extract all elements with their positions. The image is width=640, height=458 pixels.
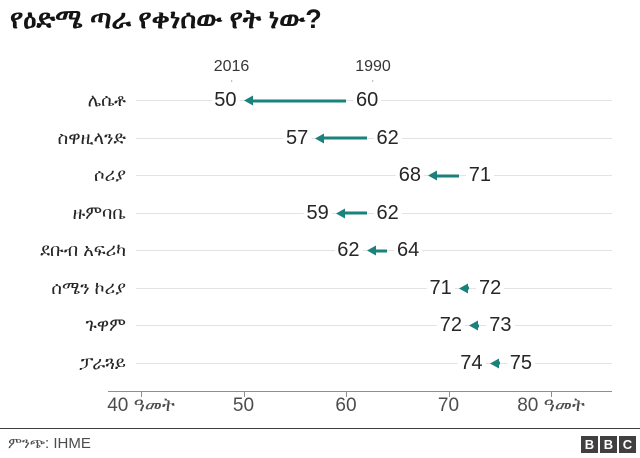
row-gridline	[136, 287, 612, 289]
value-2016: 72	[436, 307, 465, 345]
x-axis-label: 40 ዓመት	[107, 395, 175, 416]
change-arrow	[243, 95, 346, 106]
value-1990: 72	[476, 269, 505, 307]
x-axis-tick	[141, 391, 142, 397]
value-1990: 60	[353, 82, 382, 120]
arrowhead-left-icon	[315, 133, 325, 144]
chart-row-paraguay: ፓራጓይ 74 75	[0, 344, 640, 382]
source-credit: ምንጭ: IHME	[8, 435, 91, 452]
country-label: ፓራጓይ	[79, 352, 126, 373]
bbc-logo-block: C	[619, 436, 636, 453]
arrowhead-left-icon	[458, 283, 468, 294]
row-gridline	[136, 325, 612, 327]
value-2016: 68	[395, 157, 424, 195]
value-2016: 74	[457, 344, 486, 382]
value-1990: 75	[506, 344, 535, 382]
country-label: ሌሴቶ	[87, 90, 126, 110]
chart-row-north-korea: ሰሜን ኮሪያ 71 72	[0, 269, 640, 307]
column-header-1990-label: 1990	[355, 58, 391, 75]
arrowhead-left-icon	[428, 170, 437, 181]
bbc-logo: B B C	[581, 436, 636, 453]
arrow-shaft	[324, 136, 367, 140]
arrow-shaft	[498, 361, 500, 365]
value-2016: 50	[211, 82, 240, 120]
arrowhead-left-icon	[366, 245, 376, 256]
chart-row-syria: ሶሪያ 68 71	[0, 157, 640, 195]
change-arrow	[489, 358, 500, 369]
chart-row-lesotho: ሌሴቶ 50 60	[0, 82, 640, 120]
country-label: ስዋዚላንድ	[57, 127, 126, 148]
change-arrow	[335, 208, 367, 219]
x-axis-tick	[448, 391, 450, 397]
bbc-logo-block: B	[600, 436, 617, 453]
country-label: ደቡብ አፍሪካ	[40, 240, 126, 260]
value-1990: 64	[394, 232, 423, 270]
x-axis-tick	[346, 391, 347, 397]
x-axis-tick	[243, 391, 245, 397]
country-label: ሶሪያ	[94, 165, 126, 185]
arrowhead-left-icon	[243, 95, 253, 106]
x-axis-line	[108, 391, 612, 392]
value-2016: 62	[334, 232, 363, 270]
change-arrow	[315, 133, 367, 144]
country-label: ጉዋም	[85, 315, 126, 335]
chart-row-swaziland: ስዋዚላንድ 57 62	[0, 119, 640, 157]
chart-row-guam: ጉዋም 72 73	[0, 307, 640, 345]
arrow-shaft	[375, 249, 387, 253]
footer-divider	[0, 428, 640, 429]
arrow-shaft	[252, 99, 346, 103]
x-axis-label: 50	[232, 395, 255, 416]
x-axis-label: 60	[335, 395, 357, 416]
arrowhead-left-icon	[335, 208, 345, 219]
bbc-logo-block: B	[581, 436, 598, 453]
row-gridline	[136, 362, 612, 364]
column-header-2016-label: 2016	[213, 58, 250, 75]
value-1990: 62	[373, 194, 402, 232]
arrow-shaft	[437, 174, 459, 178]
arrow-shaft	[478, 324, 480, 328]
change-arrow	[458, 283, 469, 294]
page-title: የዕድሜ ጣራ የቀነሰው የት ነው?	[10, 4, 322, 34]
country-label: ሰሜን ኮሪያ	[51, 277, 126, 298]
x-axis-label: 70	[437, 395, 460, 416]
country-label: ዙምባቤ	[72, 202, 126, 223]
value-2016: 57	[283, 119, 312, 157]
value-1990: 71	[465, 157, 494, 195]
change-arrow	[366, 245, 387, 256]
arrow-shaft	[467, 286, 469, 290]
value-2016: 59	[303, 194, 332, 232]
row-gridline	[136, 175, 612, 177]
value-2016: 71	[426, 269, 455, 307]
arrow-shaft	[344, 211, 367, 215]
chart-row-zimbabwe: ዙምባቤ 59 62	[0, 194, 640, 232]
x-axis-tick	[551, 391, 552, 397]
arrowhead-left-icon	[489, 358, 499, 369]
chart-row-south-africa: ደቡብ አፍሪካ 62 64	[0, 232, 640, 270]
x-axis-label: 80 ዓመት	[517, 395, 585, 416]
value-1990: 62	[373, 119, 402, 157]
arrowhead-left-icon	[469, 320, 478, 331]
change-arrow	[428, 170, 459, 181]
value-1990: 73	[486, 307, 515, 345]
change-arrow	[469, 320, 480, 331]
